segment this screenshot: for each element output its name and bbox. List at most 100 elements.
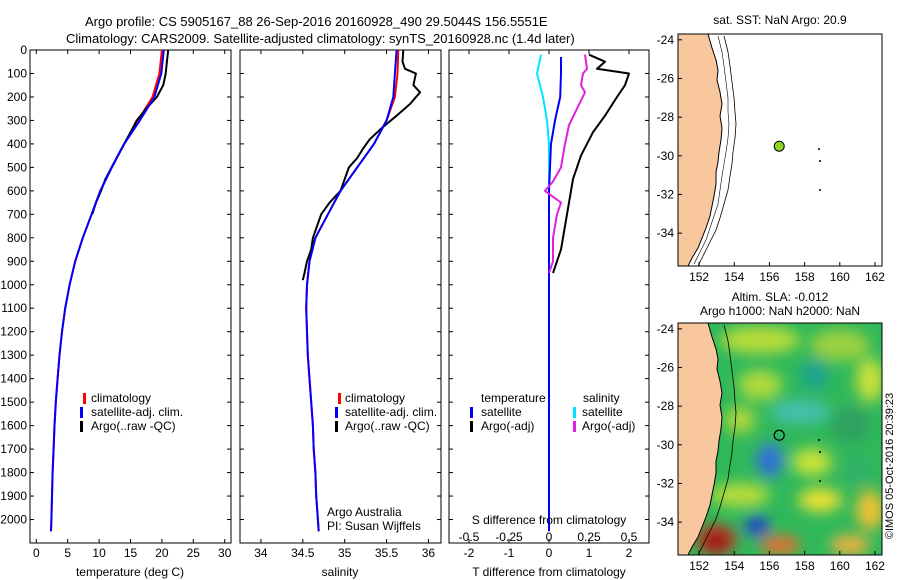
legend-label-t-argo: Argo(-adj): [481, 419, 534, 433]
imos-timestamp: ©IMOS 05-Oct-2016 20:39:23: [884, 393, 896, 539]
difference-legend: temperature satellite Argo(-adj) salinit…: [470, 391, 635, 433]
series-line: [548, 57, 562, 532]
map-y-tick-label: -32: [657, 187, 675, 201]
map-x-tick-label: 154: [724, 270, 744, 284]
x-top-tick-label: -0.5: [459, 530, 480, 544]
legend-swatch-satellite: [80, 407, 83, 418]
series-line: [301, 50, 422, 281]
figure-title-line1: Argo profile: CS 5905167_88 26-Sep-2016 …: [85, 14, 548, 29]
x-tick-label: 10: [92, 546, 106, 560]
legend-label-argo: Argo(..raw -QC): [91, 419, 176, 433]
sst-map-title: sat. SST: NaN Argo: 20.9: [713, 13, 847, 27]
x-top-tick-label: -0.25: [495, 530, 523, 544]
map-y-tick-label: -24: [657, 33, 675, 47]
x-top-tick-label: 0.25: [577, 530, 601, 544]
y-tick-label: 2000: [0, 513, 27, 527]
map-x-tick-label: 154: [724, 559, 744, 573]
sla-heatmap: [678, 323, 882, 555]
map-x-tick-label: 162: [865, 270, 885, 284]
temperature-xlabel: temperature (deg C): [76, 565, 184, 579]
x-tick-label: 34.5: [291, 546, 315, 560]
sla-map-frame: [677, 322, 883, 556]
x-tick-label: 15: [124, 546, 138, 560]
series-line: [50, 50, 165, 532]
x-top-tick-label: 0.5: [621, 530, 638, 544]
y-tick-label: 100: [7, 66, 27, 80]
y-tick-label: 1000: [0, 278, 27, 292]
map-y-tick-label: -34: [657, 515, 675, 529]
shelf-contour-200m: [693, 35, 730, 265]
legend-label-climatology: climatology: [91, 391, 151, 405]
sst-map-panel: sat. SST: NaN Argo: 20.9 152 154 156 158 160…: [657, 13, 886, 284]
y-tick-label: 300: [7, 113, 27, 127]
legend-swatch-satellite: [335, 407, 338, 418]
x-tick-label: 1: [586, 546, 593, 560]
x-tick-label: 0: [33, 546, 40, 560]
series-line: [544, 54, 588, 274]
x-tick-label: 35: [338, 546, 352, 560]
map-x-tick-label: 160: [830, 270, 850, 284]
legend-swatch-t-satellite: [470, 407, 473, 418]
difference-xlabel-top: S difference from climatology: [472, 513, 627, 527]
map-x-tick-label: 156: [759, 270, 779, 284]
salinity-legend: climatology satellite-adj. clim. Argo(..…: [335, 391, 437, 433]
legend-label-s-satellite: satellite: [582, 405, 623, 419]
x-tick-label: 2: [626, 546, 633, 560]
map-x-tick-label: 158: [795, 270, 815, 284]
sla-map-title-line1: Altim. SLA: -0.012: [732, 290, 829, 304]
island-dot: [819, 451, 821, 453]
temperature-panel: 0 5 10 15 20 25 30 0 100 200 300 400 500 600 700 800 90…: [0, 43, 231, 579]
y-tick-label: 200: [7, 90, 27, 104]
map-x-tick-label: 152: [689, 270, 709, 284]
y-tick-label: 1900: [0, 489, 27, 503]
x-tick-label: 35.5: [375, 546, 399, 560]
temperature-legend: climatology satellite-adj. clim. Argo(..…: [80, 391, 183, 433]
map-y-tick-label: -26: [657, 71, 675, 85]
sla-map-title-line2: Argo h1000: NaN h2000: NaN: [700, 304, 860, 318]
x-tick-label: 36: [422, 546, 436, 560]
map-x-tick-label: 152: [689, 559, 709, 573]
x-tick-label: 20: [155, 546, 169, 560]
legend-swatch-s-satellite: [573, 407, 576, 418]
series-line: [552, 53, 630, 274]
map-y-tick-label: -30: [657, 149, 675, 163]
legend-swatch-s-argo: [573, 421, 576, 432]
x-tick-label: 0: [546, 546, 553, 560]
map-x-tick-label: 160: [830, 559, 850, 573]
island-dot: [819, 189, 821, 191]
map-y-tick-label: -28: [657, 110, 675, 124]
temperature-axes-frame: [29, 49, 232, 544]
institution-label: Argo Australia: [327, 505, 402, 519]
x-tick-label: 30: [218, 546, 232, 560]
difference-xlabel: T difference from climatology: [472, 565, 626, 579]
map-y-tick-label: -24: [657, 322, 675, 336]
y-tick-label: 1200: [0, 325, 27, 339]
x-tick-label: 5: [64, 546, 71, 560]
legend-swatch-argo: [335, 421, 338, 432]
legend-label-argo: Argo(..raw -QC): [345, 419, 430, 433]
legend-swatch-t-argo: [470, 421, 473, 432]
legend-label-t-satellite: satellite: [481, 405, 522, 419]
salinity-xlabel: salinity: [322, 565, 359, 579]
y-tick-label: 800: [7, 231, 27, 245]
y-tick-label: 500: [7, 160, 27, 174]
legend-swatch-climatology: [338, 393, 341, 404]
y-tick-label: 1800: [0, 466, 27, 480]
island-dot: [819, 160, 821, 162]
x-tick-label: 25: [187, 546, 201, 560]
argo-position-marker: [773, 140, 785, 152]
salinity-axes-frame: [239, 49, 442, 544]
salinity-panel: 34 34.5 35 35.5 36 salinity climatology sate…: [239, 49, 442, 579]
legend-swatch-argo: [80, 421, 83, 432]
y-tick-label: 1300: [0, 348, 27, 362]
legend-label-climatology: climatology: [345, 391, 405, 405]
map-x-tick-label: 158: [795, 559, 815, 573]
pi-label: PI: Susan Wijffels: [327, 519, 421, 533]
map-y-tick-label: -32: [657, 476, 675, 490]
legend-label-s-argo: Argo(-adj): [582, 419, 635, 433]
x-tick-label: -1: [504, 546, 515, 560]
legend-label-satellite: satellite-adj. clim.: [91, 405, 183, 419]
legend-title-salinity: salinity: [583, 391, 620, 405]
x-tick-label: 34: [254, 546, 268, 560]
y-tick-label: 700: [7, 207, 27, 221]
